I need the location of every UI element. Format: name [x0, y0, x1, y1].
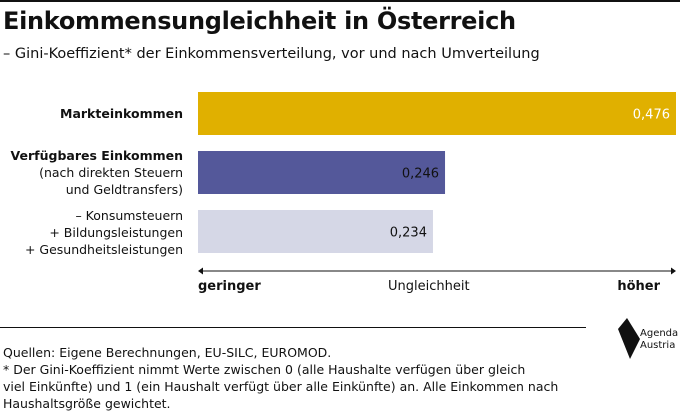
source-note: Quellen: Eigene Berechnungen, EU-SILC, E…	[3, 345, 332, 360]
bar-1	[198, 151, 446, 194]
chart-title: Einkommensungleichheit in Österreich	[3, 7, 516, 35]
category-label-line: + Gesundheitsleistungen	[24, 242, 183, 257]
bar-value-label-2: 0,234	[390, 226, 427, 241]
footnote-line: * Der Gini-Koeffizient nimmt Werte zwisc…	[3, 362, 526, 377]
bar-2	[198, 210, 433, 253]
chart-subtitle: – Gini-Koeffizient* der Einkommensvertei…	[3, 46, 540, 62]
category-label-markteinkommen: Markteinkommen	[60, 105, 183, 122]
category-label-line: – Konsumsteuern	[75, 208, 183, 223]
category-label-line: + Bildungsleistungen	[49, 225, 183, 240]
category-label-line: Markteinkommen	[60, 106, 183, 121]
axis-label-mid: Ungleichheit	[388, 279, 470, 294]
footnote-line: Haushaltsgröße gewichtet.	[3, 396, 171, 411]
logo-text-agenda: Agenda	[640, 328, 679, 339]
category-label-verfuegbares-einkommen: Verfügbares Einkommen (nach direkten Ste…	[11, 147, 183, 198]
bar-value-label-0: 0,476	[633, 108, 670, 123]
bar-chart: 0,476 0,246 0,234	[198, 92, 676, 275]
category-label-konsumsteuern: – Konsumsteuern + Bildungsleistungen + G…	[25, 207, 183, 258]
footnote-line: viel Einkünfte) und 1 (ein Haushalt verf…	[3, 379, 559, 394]
arrow-left-icon	[198, 267, 203, 275]
axis-label-low: geringer	[198, 279, 261, 294]
agenda-austria-logo-icon	[618, 318, 640, 359]
logo-text-austria: Austria	[640, 340, 676, 351]
arrow-right-icon	[671, 267, 676, 275]
top-rule	[0, 0, 680, 2]
category-label-line: Verfügbares Einkommen	[10, 148, 183, 163]
bar-value-label-1: 0,246	[402, 167, 439, 182]
footnotes: Quellen: Eigene Berechnungen, EU-SILC, E…	[3, 344, 623, 412]
bottom-rule	[0, 327, 586, 328]
category-label-line: und Geldtransfers)	[65, 182, 183, 197]
axis-label-high: höher	[617, 279, 660, 294]
category-label-line: (nach direkten Steuern	[39, 165, 183, 180]
bar-0	[198, 92, 676, 135]
